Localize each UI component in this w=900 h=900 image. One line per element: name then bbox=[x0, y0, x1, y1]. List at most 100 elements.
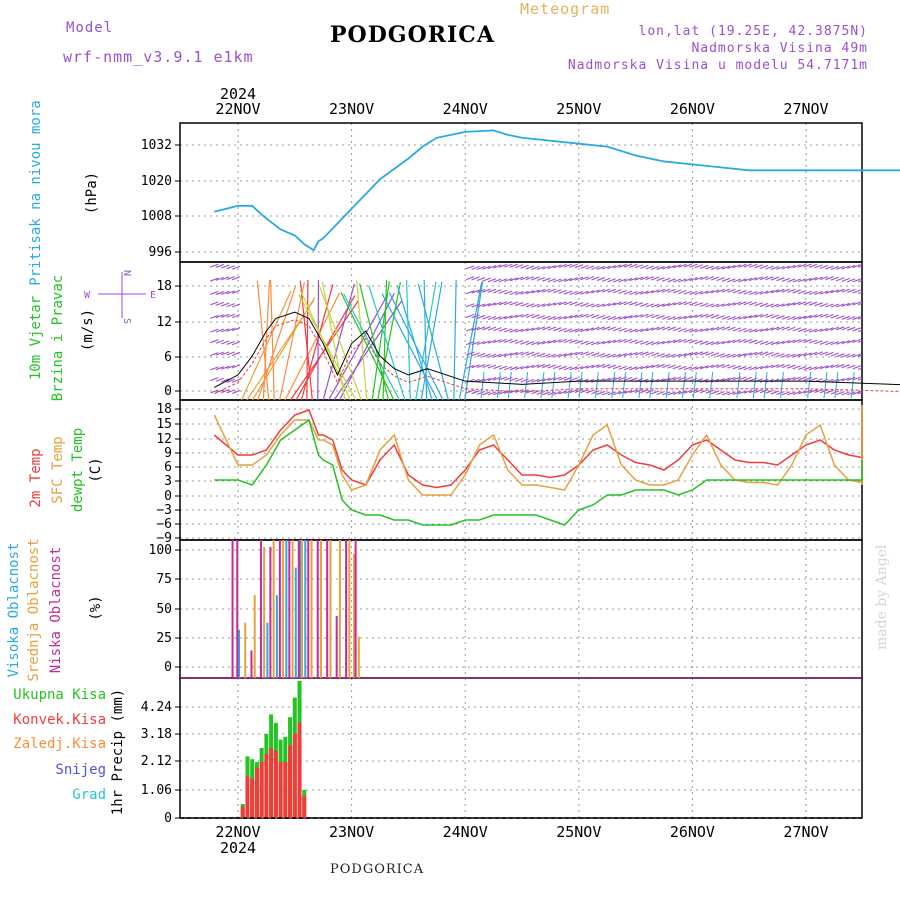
wind-arrow bbox=[667, 288, 676, 293]
wind-axis-title: 10m Vjetar bbox=[28, 296, 44, 380]
wind-arrow bbox=[558, 263, 567, 268]
time-axis-day-label-bottom: 26NOV bbox=[670, 823, 715, 841]
wind-arrow bbox=[721, 353, 731, 358]
wind-arrow bbox=[880, 328, 888, 331]
wind-arrow bbox=[738, 376, 747, 381]
wind-arrow bbox=[896, 278, 900, 281]
wind-arrow bbox=[880, 304, 888, 307]
wind-arrow bbox=[574, 389, 584, 394]
temp-series-line bbox=[214, 418, 863, 526]
wind-arrow bbox=[896, 327, 900, 330]
wind-arrow bbox=[710, 352, 720, 357]
wind-arrow bbox=[618, 263, 627, 268]
wind-arrow bbox=[602, 391, 611, 396]
precip-bar bbox=[292, 734, 297, 818]
wind-arrow bbox=[754, 302, 763, 307]
wind-arrow bbox=[578, 371, 583, 399]
cloud-bar bbox=[297, 540, 300, 678]
cloud-bar bbox=[326, 540, 329, 678]
wind-arrow bbox=[585, 389, 595, 394]
wind-arrow bbox=[574, 291, 584, 296]
wind-arrow bbox=[878, 372, 881, 398]
wind-arrow bbox=[743, 376, 752, 381]
wind-arrow bbox=[623, 338, 633, 344]
wind-arrow bbox=[864, 291, 872, 294]
wind-arrow bbox=[857, 291, 862, 295]
wind-arrow bbox=[231, 352, 241, 357]
wind-arrow bbox=[471, 265, 480, 270]
wind-arrow bbox=[857, 329, 862, 333]
compass-south-label: S bbox=[121, 318, 132, 324]
wind-arrow bbox=[640, 365, 649, 370]
wind-arrow bbox=[710, 303, 720, 308]
wind-arrow bbox=[321, 282, 346, 400]
cloud-bar bbox=[329, 540, 332, 678]
wind-arrow bbox=[808, 351, 818, 356]
wind-arrow bbox=[514, 291, 524, 296]
wind-arrow bbox=[705, 327, 714, 332]
wind-arrow bbox=[792, 365, 801, 370]
wind-arrow bbox=[498, 301, 508, 306]
wind-arrow bbox=[754, 351, 763, 356]
wind-arrow bbox=[885, 266, 893, 269]
wind-arrow bbox=[471, 276, 480, 281]
wind-arrow bbox=[623, 366, 633, 371]
wind-arrow bbox=[885, 315, 893, 318]
wind-arrow bbox=[880, 291, 888, 294]
wind-arrow bbox=[874, 341, 882, 344]
wind-arrow bbox=[645, 389, 654, 394]
wind-speed-line bbox=[214, 311, 900, 388]
time-axis-day-label-top: 25NOV bbox=[556, 100, 601, 118]
wind-arrow bbox=[558, 315, 567, 320]
wind-arrow bbox=[465, 290, 475, 295]
wind-arrow bbox=[553, 376, 562, 381]
wind-arrow bbox=[509, 314, 518, 319]
wind-arrow bbox=[596, 326, 606, 331]
wind-arrow bbox=[221, 276, 230, 281]
wind-arrow bbox=[482, 288, 491, 293]
wind-arrow bbox=[814, 389, 823, 394]
wind-arrow bbox=[749, 366, 758, 371]
wind-arrow bbox=[891, 342, 899, 345]
wind-arrow bbox=[732, 278, 742, 283]
cloud-bar bbox=[244, 622, 247, 678]
wind-arrow bbox=[830, 314, 840, 319]
wind-arrow bbox=[525, 378, 535, 383]
wind-arrow bbox=[487, 302, 497, 307]
wind-arrow bbox=[536, 276, 546, 282]
wind-arrow bbox=[689, 366, 698, 371]
wind-arrow bbox=[694, 328, 703, 333]
cloud-bar bbox=[310, 540, 313, 678]
cloud-bar bbox=[301, 540, 304, 678]
wind-arrow bbox=[215, 314, 224, 319]
wind-arrow bbox=[885, 342, 893, 345]
wind-arrow bbox=[700, 389, 709, 394]
wind-arrow bbox=[602, 377, 611, 382]
wind-arrow bbox=[852, 327, 861, 332]
wind-arrow bbox=[651, 326, 660, 331]
wind-arrow bbox=[880, 314, 888, 317]
wind-arrow bbox=[689, 314, 698, 319]
cloud-bar bbox=[294, 567, 297, 678]
wind-arrow bbox=[885, 304, 893, 307]
wind-arrow bbox=[651, 341, 660, 346]
wind-arrow bbox=[651, 276, 660, 281]
wind-arrow bbox=[453, 280, 457, 400]
wind-arrow bbox=[498, 390, 508, 395]
wind-arrow bbox=[226, 313, 235, 318]
wind-arrow bbox=[623, 277, 633, 282]
wind-arrow bbox=[759, 327, 769, 332]
wind-arrow bbox=[514, 264, 524, 269]
wind-arrow bbox=[317, 279, 320, 400]
wind-arrow bbox=[754, 328, 763, 333]
wind-arrow bbox=[836, 277, 845, 282]
wind-arrow bbox=[231, 303, 241, 308]
wind-arrow bbox=[874, 329, 882, 332]
wind-arrow bbox=[607, 288, 616, 293]
precip-bar bbox=[273, 750, 278, 818]
wind-arrow bbox=[607, 353, 616, 358]
wind-arrow bbox=[672, 278, 682, 283]
y-tick-label: 1020 bbox=[141, 174, 172, 189]
wind-arrow bbox=[574, 313, 584, 319]
